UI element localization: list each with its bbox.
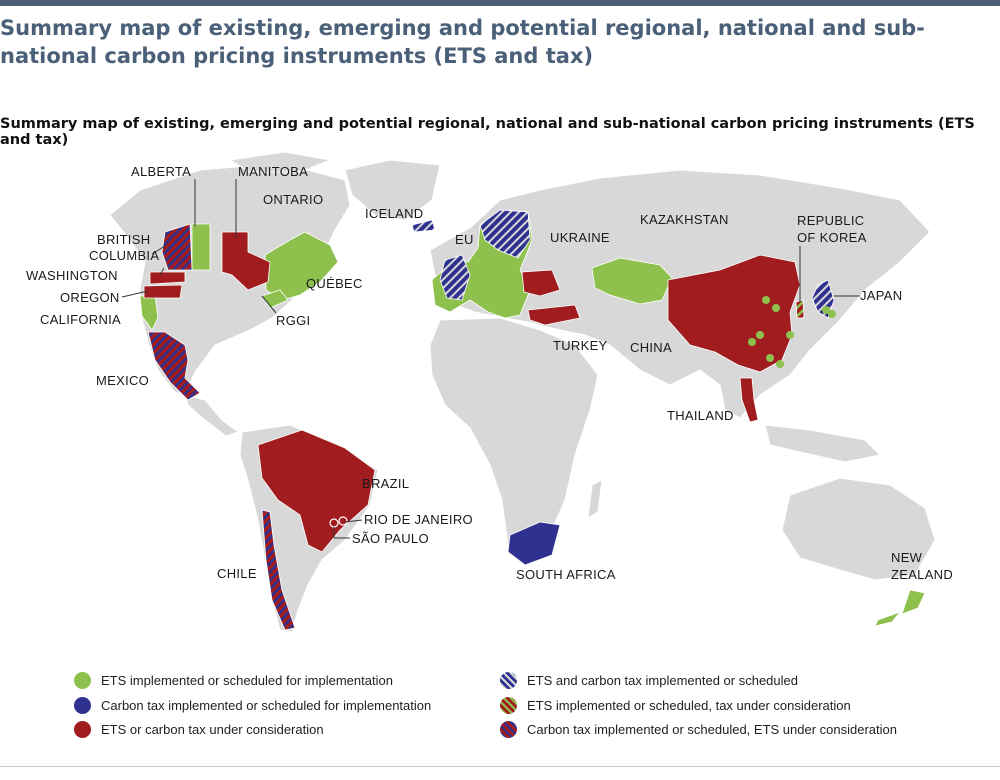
dot-china-chongqing (748, 338, 756, 346)
region-oregon (143, 284, 183, 299)
dot-china-tianjin (772, 304, 780, 312)
label-british-columbia-1: BRITISH (97, 232, 150, 247)
region-british-columbia (161, 223, 193, 271)
label-china: CHINA (630, 340, 672, 355)
land-australia (781, 477, 936, 581)
footer-rule (0, 766, 1000, 767)
land-southeast-asia-islands (764, 424, 882, 463)
legend-label: Carbon tax implemented or scheduled for … (101, 697, 432, 713)
label-oregon: OREGON (60, 290, 120, 305)
label-iceland: ICELAND (365, 206, 423, 221)
dot-china-shanghai (786, 331, 794, 339)
region-eu-nordic (479, 209, 531, 259)
label-manitoba: MANITOBA (238, 164, 308, 179)
label-chile: CHILE (217, 566, 257, 581)
header-bar (0, 0, 1000, 6)
legend-item: ETS implemented or scheduled for impleme… (74, 670, 393, 690)
label-sao-paulo: SÃO PAULO (352, 531, 429, 546)
map-legend: ETS implemented or scheduled for impleme… (0, 662, 1000, 742)
region-new-zealand (874, 589, 926, 627)
label-alberta: ALBERTA (131, 164, 191, 179)
legend-item: ETS or carbon tax under consideration (74, 719, 324, 739)
legend-swatch-tax-consider (500, 720, 517, 738)
label-mexico: MEXICO (96, 373, 149, 388)
legend-label: ETS and carbon tax implemented or schedu… (527, 672, 798, 688)
legend-item: Carbon tax implemented or scheduled for … (74, 695, 431, 715)
legend-item: ETS and carbon tax implemented or schedu… (500, 670, 798, 690)
legend-swatch-ets (74, 671, 91, 689)
legend-swatch-ets-tax (500, 671, 517, 689)
dot-china-hubei (756, 331, 764, 339)
legend-swatch-consider (74, 720, 91, 738)
region-mexico (147, 331, 201, 401)
region-washington (149, 271, 186, 285)
page-title: Summary map of existing, emerging and po… (0, 16, 925, 68)
label-california: CALIFORNIA (40, 312, 121, 327)
dot-japan-tokyo (822, 306, 830, 314)
label-ukraine: UKRAINE (550, 230, 610, 245)
region-iceland (411, 219, 436, 233)
dot-sao-paulo (329, 518, 339, 528)
label-rio-de-janeiro: RIO DE JANEIRO (364, 512, 473, 527)
dot-china-shenzhen (776, 360, 784, 368)
label-korea-1: REPUBLIC (797, 213, 864, 228)
label-quebec: QUÉBEC (306, 276, 363, 291)
label-south-africa: SOUTH AFRICA (516, 567, 616, 582)
land-madagascar (587, 479, 603, 519)
label-rggi: RGGI (276, 313, 310, 328)
region-chile (261, 509, 296, 631)
legend-swatch-ets-consider (500, 696, 517, 714)
land-greenland (344, 159, 441, 221)
world-map: ALBERTA MANITOBA ONTARIO BRITISH COLUMBI… (0, 140, 1000, 650)
region-kazakhstan (591, 257, 673, 305)
label-ontario: ONTARIO (263, 192, 323, 207)
label-thailand: THAILAND (667, 408, 734, 423)
region-manitoba (221, 231, 271, 291)
label-washington: WASHINGTON (26, 268, 118, 283)
region-republic-of-korea (795, 299, 805, 319)
region-eu-west (439, 254, 471, 301)
dot-china-guangdong (766, 354, 774, 362)
label-brazil: BRAZIL (362, 476, 409, 491)
legend-label: ETS implemented or scheduled, tax under … (527, 697, 851, 713)
label-kazakhstan: KAZAKHSTAN (640, 212, 729, 227)
dot-china-beijing (762, 296, 770, 304)
region-thailand (739, 377, 759, 423)
region-alberta (191, 223, 211, 271)
land-arctic-islands (228, 151, 332, 173)
dot-japan-saitama (828, 310, 836, 318)
label-japan: JAPAN (860, 288, 902, 303)
label-new-zealand-2: ZEALAND (891, 567, 953, 582)
legend-item: ETS implemented or scheduled, tax under … (500, 695, 851, 715)
label-eu: EU (455, 232, 474, 247)
label-turkey: TURKEY (553, 338, 608, 353)
region-south-africa (507, 521, 561, 566)
region-turkey (527, 304, 581, 326)
label-british-columbia-2: COLUMBIA (89, 248, 159, 263)
legend-label: ETS or carbon tax under consideration (101, 721, 324, 737)
region-ukraine (521, 269, 561, 297)
legend-item: Carbon tax implemented or scheduled, ETS… (500, 719, 897, 739)
map-subtitle: Summary map of existing, emerging and po… (0, 116, 975, 148)
legend-swatch-tax (74, 696, 91, 714)
legend-label: ETS implemented or scheduled for impleme… (101, 672, 393, 688)
land-central-america (184, 394, 240, 437)
dot-rio-de-janeiro (338, 516, 348, 526)
region-china (667, 254, 801, 373)
label-new-zealand-1: NEW (891, 550, 923, 565)
legend-label: Carbon tax implemented or scheduled, ETS… (527, 721, 897, 737)
label-korea-2: OF KOREA (797, 230, 867, 245)
